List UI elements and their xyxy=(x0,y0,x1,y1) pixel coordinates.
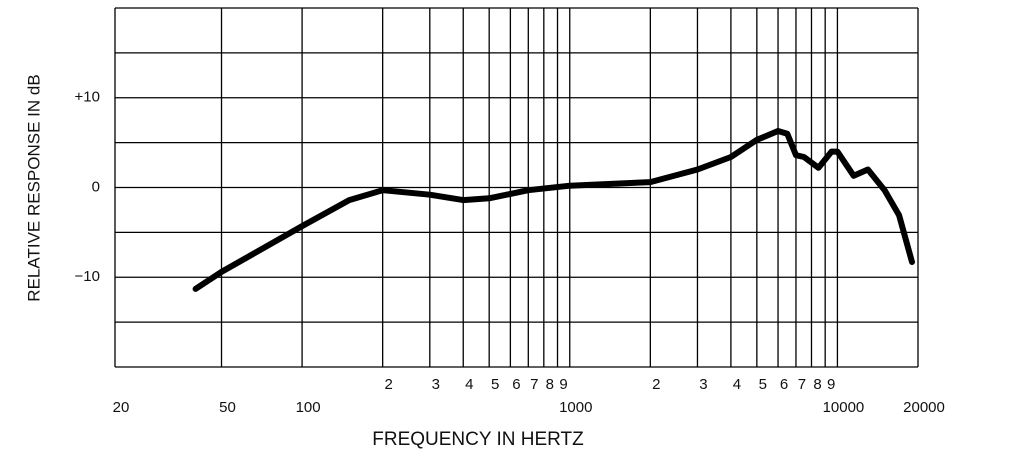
y-axis-label: RELATIVE RESPONSE IN dB xyxy=(24,74,43,301)
x-tick-label: 8 xyxy=(813,376,821,393)
y-tick-label: +10 xyxy=(75,89,100,106)
x-tick-label: 8 xyxy=(546,376,554,393)
y-tick-label: −10 xyxy=(75,268,100,285)
x-tick-label: 7 xyxy=(530,376,538,393)
x-tick-label: 3 xyxy=(432,376,440,393)
x-tick-label: 6 xyxy=(780,376,788,393)
x-tick-label: 20000 xyxy=(903,399,945,416)
x-axis-label: FREQUENCY IN HERTZ xyxy=(372,429,584,450)
x-tick-label: 5 xyxy=(491,376,499,393)
x-tick-label: 5 xyxy=(759,376,767,393)
x-tick-label: 7 xyxy=(798,376,806,393)
x-tick-label: 2 xyxy=(652,376,660,393)
x-tick-label: 6 xyxy=(512,376,520,393)
response-curve xyxy=(192,128,915,292)
x-tick-label: 20 xyxy=(113,399,130,416)
x-tick-label: 9 xyxy=(559,376,567,393)
x-tick-label: 4 xyxy=(733,376,741,393)
x-tick-label: 3 xyxy=(699,376,707,393)
x-tick-label: 1000 xyxy=(559,399,592,416)
y-tick-label: 0 xyxy=(92,178,100,195)
x-tick-label: 100 xyxy=(296,399,321,416)
x-tick-label: 4 xyxy=(465,376,473,393)
x-tick-label: 9 xyxy=(827,376,835,393)
x-tick-label: 50 xyxy=(219,399,236,416)
x-tick-label: 10000 xyxy=(823,399,865,416)
x-tick-label: 2 xyxy=(384,376,392,393)
